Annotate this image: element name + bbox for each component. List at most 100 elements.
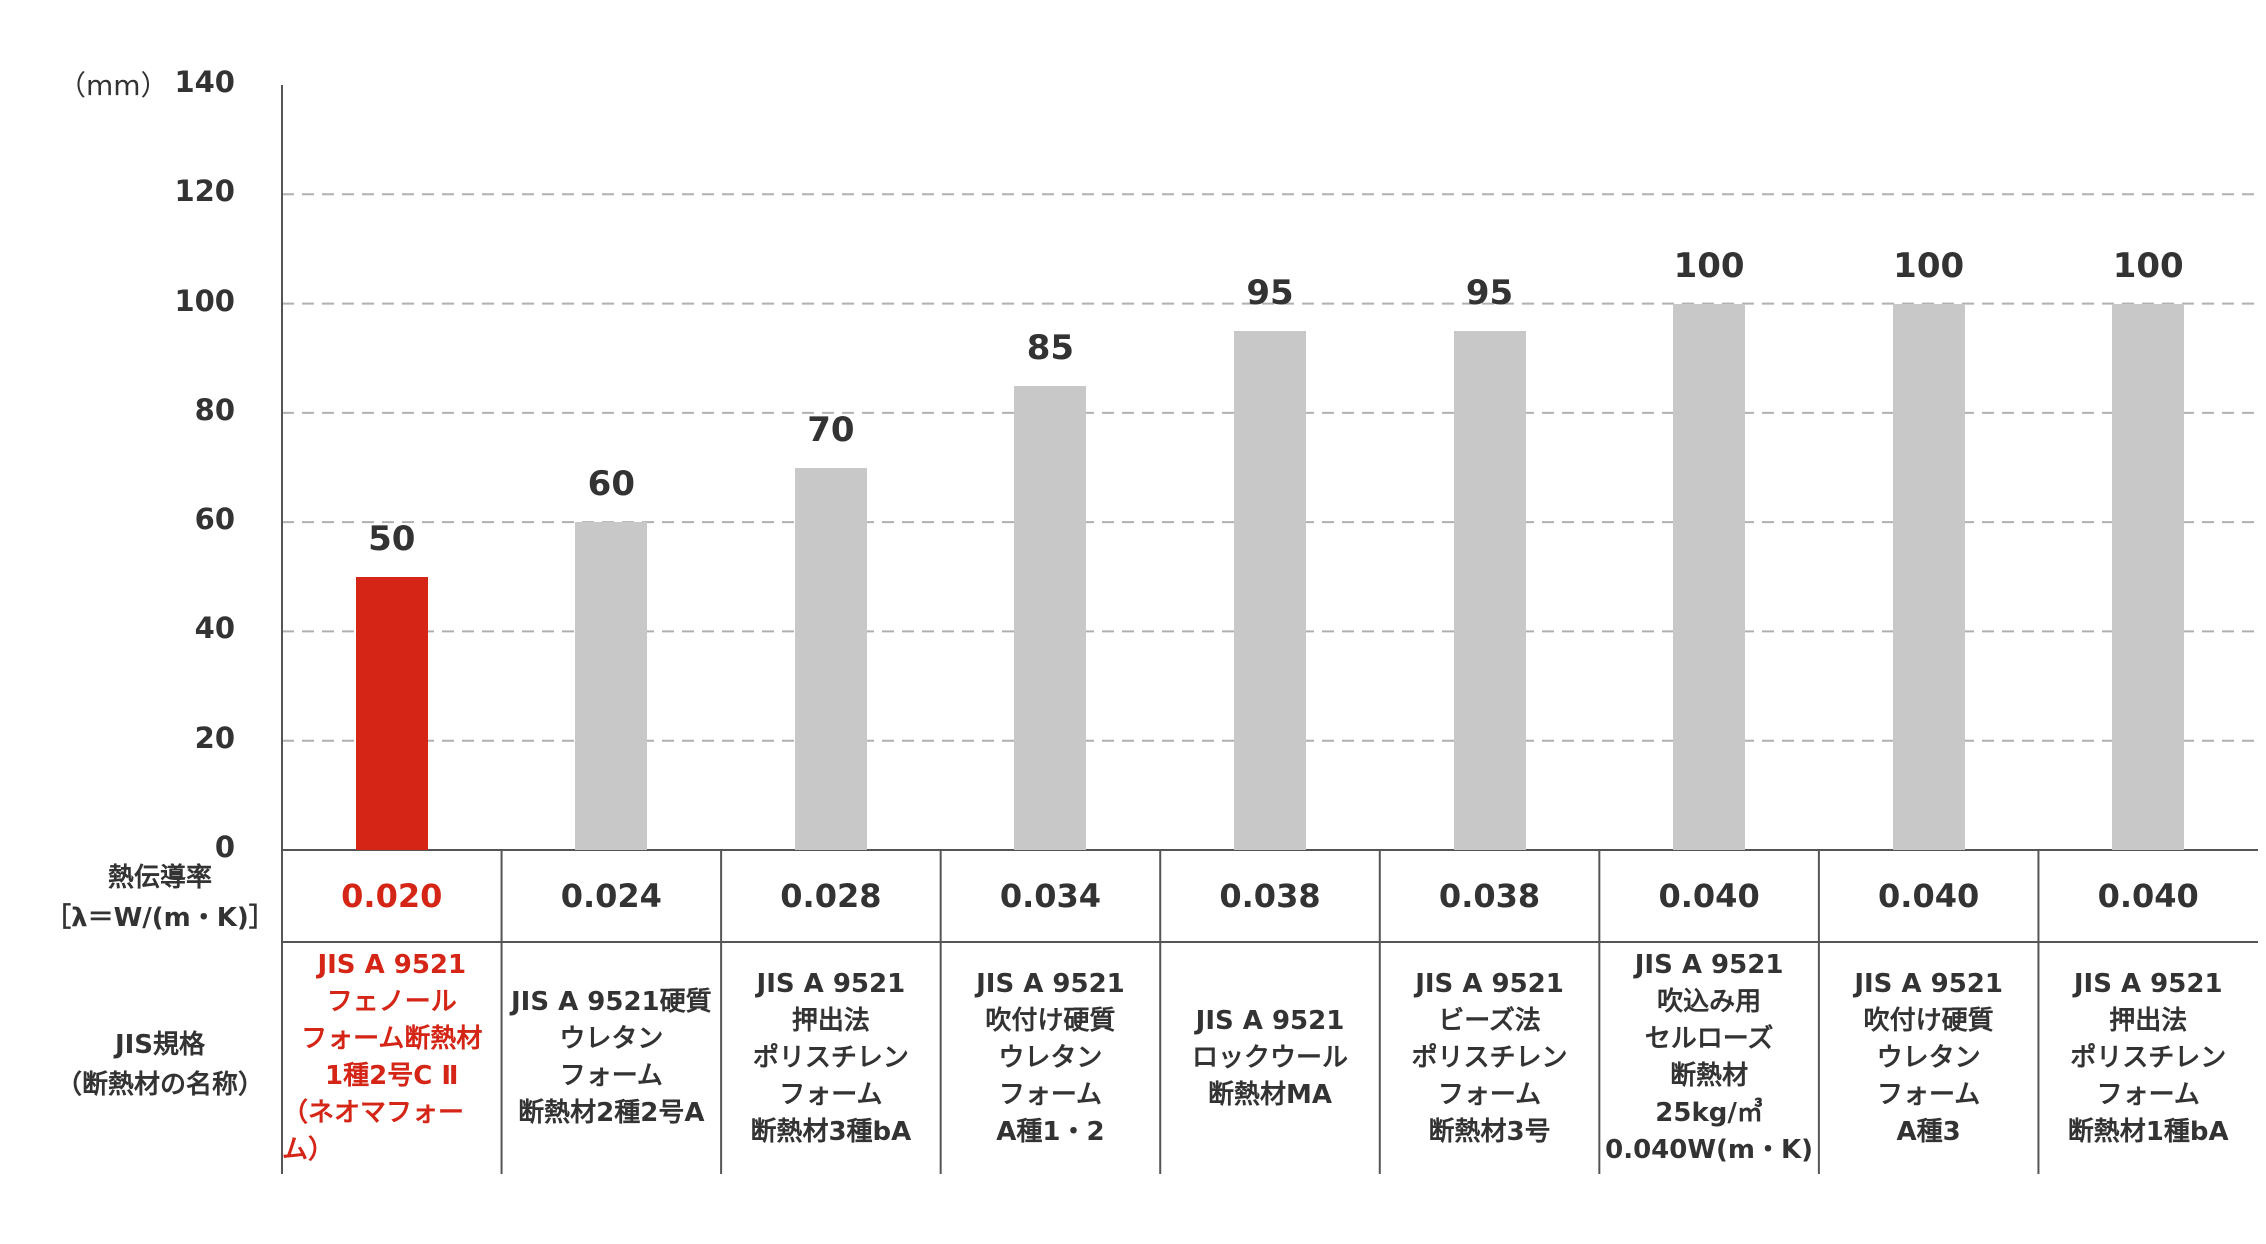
jis-name-line: ウレタン (559, 1024, 664, 1054)
bar-value-label: 100 (1893, 245, 1965, 286)
bar-value-label: 95 (1465, 272, 1514, 313)
bar-value-label: 100 (2112, 245, 2184, 286)
y-tick-label: 40 (194, 611, 235, 646)
jis-name-line: 断熱材MA (1207, 1079, 1332, 1110)
jis-name-cell: JIS A 9521 吹込み用セルローズ断熱材 25kg/㎥ 0.040W(m・K) (1599, 942, 1819, 1174)
jis-row-header-line-1: JIS規格 (114, 1030, 206, 1060)
y-tick-label: 80 (194, 392, 235, 427)
jis-name-cell: JIS A 9521 吹付け硬質ウレタンフォーム A種1・2 (941, 942, 1161, 1174)
bar (794, 467, 867, 850)
lambda-value-cell: 0.034 (999, 877, 1102, 915)
bar-value-label: 95 (1246, 272, 1294, 313)
y-tick-label: 140 (174, 65, 235, 99)
bar (1673, 303, 1746, 850)
jis-name-line: ポリスチレン (2070, 1042, 2227, 1073)
jis-name-line: フェノール (326, 987, 457, 1017)
jis-name-lines: JIS A 9521 フェノールフォーム断熱材 1種2号C Ⅱ （ネオマフォーム） (282, 947, 502, 1169)
jis-name-line: 押出法 (791, 1005, 870, 1036)
jis-name-lines: JIS A 9521 押出法ポリスチレン フォーム断熱材3種bA (750, 966, 911, 1151)
jis-name-line: フォーム (2096, 1079, 2200, 1110)
bar-value-label: 50 (368, 518, 416, 559)
jis-name-cell: JIS A 9521 ロックウール 断熱材MA (1160, 942, 1380, 1174)
jis-name-line: セルローズ (1644, 1024, 1774, 1054)
jis-name-line: フォーム (779, 1079, 883, 1110)
jis-name-line: フォーム (559, 1061, 663, 1091)
jis-name-lines: JIS A 9521 ビーズ法ポリスチレン フォーム断熱材3号 (1412, 966, 1568, 1151)
jis-name-line: ポリスチレン (752, 1042, 909, 1073)
jis-name-line: フォーム断熱材 (301, 1024, 483, 1054)
jis-name-line: A種3 (1896, 1116, 1961, 1147)
bar-value-label: 85 (1026, 327, 1075, 368)
bar (1014, 385, 1087, 850)
jis-name-cell: JIS A 9521 ビーズ法ポリスチレン フォーム断熱材3号 (1380, 942, 1600, 1174)
jis-name-lines: JIS A 9521 吹付け硬質ウレタンフォーム A種1・2 (976, 966, 1125, 1151)
jis-name-line: 断熱材2種2号A (518, 1098, 705, 1128)
lambda-value-cell: 0.028 (780, 877, 882, 915)
jis-name-line: 25kg/㎥ (1655, 1098, 1763, 1128)
jis-name-lines: JIS A 9521 ロックウール 断熱材MA (1192, 1003, 1348, 1114)
jis-name-cell: JIS A 9521 押出法ポリスチレン フォーム断熱材1種bA (2038, 942, 2258, 1174)
jis-name-line: JIS A 9521 (1634, 950, 1784, 980)
y-axis-unit-label: （mm） (58, 69, 169, 102)
jis-name-line: ビーズ法 (1438, 1005, 1541, 1036)
jis-name-line: ウレタン (998, 1042, 1103, 1073)
jis-name-lines: JIS A 9521 吹込み用セルローズ断熱材 25kg/㎥ 0.040W(m・K) (1605, 947, 1813, 1169)
jis-name-line: ウレタン (1876, 1042, 1981, 1073)
bar-value-label: 70 (807, 409, 855, 450)
y-tick-label: 60 (194, 502, 235, 537)
jis-name-line: JIS A 9521 (976, 968, 1125, 999)
lambda-value-cell: 0.020 (341, 877, 443, 915)
jis-name-line: 吹付け硬質 (985, 1005, 1116, 1036)
jis-name-line: JIS A 9521 (1415, 968, 1564, 999)
lambda-value-cell: 0.024 (560, 877, 662, 915)
jis-name-line: 断熱材3号 (1428, 1116, 1551, 1147)
jis-name-cell: JIS A 9521 フェノールフォーム断熱材 1種2号C Ⅱ （ネオマフォーム） (282, 942, 502, 1174)
lambda-value-cell: 0.040 (2097, 877, 2199, 915)
jis-name-line: 押出法 (2109, 1005, 2188, 1036)
jis-name-line: 吹込み用 (1657, 987, 1762, 1017)
jis-name-line: 断熱材 (1670, 1061, 1749, 1091)
jis-name-line: 断熱材1種bA (2067, 1116, 2229, 1147)
y-tick-label: 100 (174, 283, 235, 318)
jis-name-line: ポリスチレン (1411, 1042, 1568, 1073)
jis-name-cell: JIS A 9521硬質 ウレタンフォーム断熱材2種2号A (502, 942, 722, 1174)
jis-name-line: ロックウール (1191, 1042, 1348, 1073)
jis-name-line: JIS A 9521 (1195, 1005, 1345, 1036)
jis-name-line: （ネオマフォーム） (282, 1098, 465, 1165)
jis-name-line: JIS A 9521 (1854, 968, 2003, 999)
lambda-value-cell: 0.038 (1438, 877, 1541, 915)
jis-name-cell: JIS A 9521 吹付け硬質ウレタンフォーム A種3 (1819, 942, 2039, 1174)
jis-name-line: 断熱材3種bA (750, 1116, 912, 1147)
lambda-value-cell: 0.040 (1878, 877, 1980, 915)
lambda-row-header-line-2: ［λ＝W/(m・K)］ (45, 903, 275, 933)
jis-name-line: 0.040W(m・K) (1605, 1135, 1814, 1165)
bar (1453, 330, 1526, 850)
jis-name-lines: JIS A 9521硬質 ウレタンフォーム断熱材2種2号A (511, 984, 712, 1132)
bar-value-label: 100 (1673, 245, 1745, 286)
jis-name-lines: JIS A 9521 吹付け硬質ウレタンフォーム A種3 (1854, 966, 2003, 1151)
y-tick-label: 0 (214, 830, 235, 864)
lambda-row-header: 熱伝導率 ［λ＝W/(m・K)］ (40, 858, 280, 938)
lambda-value-cell: 0.040 (1658, 877, 1760, 915)
jis-name-line: フォーム (1437, 1079, 1542, 1110)
jis-name-line: JIS A 9521 (2073, 968, 2223, 999)
jis-row-header: JIS規格 （断熱材の名称） (40, 1025, 280, 1105)
jis-row-header-line-2: （断熱材の名称） (55, 1070, 264, 1100)
jis-name-line: 1種2号C Ⅱ (325, 1061, 459, 1091)
y-tick-label: 120 (174, 174, 235, 209)
jis-name-line: JIS A 9521 (317, 950, 467, 980)
bar (2112, 303, 2185, 850)
bar (1234, 330, 1306, 850)
jis-name-cell: JIS A 9521 押出法ポリスチレン フォーム断熱材3種bA (721, 942, 941, 1174)
lambda-row-header-line-1: 熱伝導率 (107, 863, 212, 893)
bar (1892, 303, 1965, 850)
bar-value-label: 60 (587, 464, 635, 505)
jis-name-lines: JIS A 9521 押出法ポリスチレン フォーム断熱材1種bA (2068, 966, 2229, 1151)
jis-name-line: フォーム (1877, 1079, 1981, 1110)
jis-name-line: 吹付け硬質 (1863, 1005, 1994, 1036)
jis-name-line: JIS A 9521 (756, 968, 906, 999)
y-tick-label: 20 (194, 720, 235, 755)
jis-name-line: フォーム (998, 1079, 1103, 1110)
jis-name-line: JIS A 9521硬質 (510, 987, 712, 1017)
jis-name-line: A種1・2 (996, 1116, 1105, 1147)
